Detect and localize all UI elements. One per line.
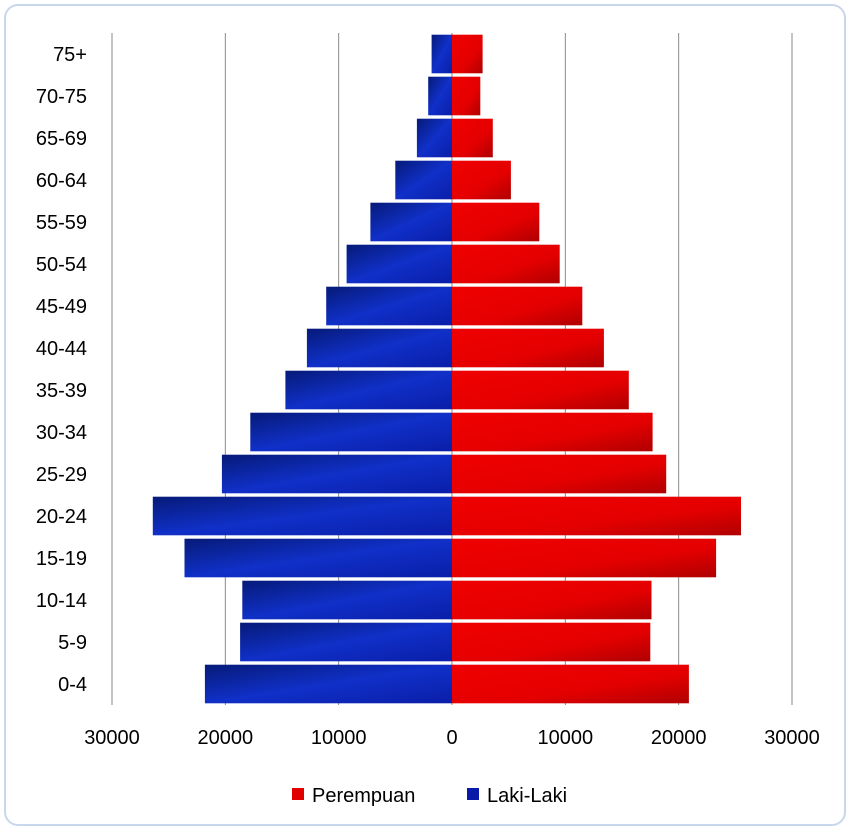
bar-perempuan [452,412,653,452]
bar-laki-laki [184,538,452,578]
legend-label: Perempuan [312,785,415,807]
bar-perempuan [452,580,652,620]
bar-perempuan [452,160,511,200]
legend-label: Laki-Laki [487,785,567,807]
y-tick-label: 35-39 [36,380,87,402]
y-tick-label: 60-64 [36,170,87,192]
bar-perempuan [452,76,481,116]
bar-laki-laki [326,286,452,326]
x-tick-label: 30000 [764,727,820,749]
x-axis-labels: 30000 20000 10000 0 10000 20000 30000 [84,727,820,749]
bar-perempuan [452,538,717,578]
bar-laki-laki [204,664,452,704]
bar-laki-laki [250,412,452,452]
bar-perempuan [452,622,651,662]
y-tick-label: 10-14 [36,590,87,612]
bar-laki-laki [152,496,453,536]
y-tick-label: 30-34 [36,422,87,444]
bar-perempuan [452,286,583,326]
x-tick-label: 30000 [84,727,140,749]
y-tick-label: 45-49 [36,296,87,318]
bar-perempuan [452,244,560,284]
bar-perempuan [452,202,540,242]
legend-swatch [292,788,304,800]
bar-laki-laki [395,160,452,200]
bar-perempuan [452,370,629,410]
y-tick-label: 55-59 [36,212,87,234]
legend: Perempuan Laki-Laki [292,785,567,807]
bar-laki-laki [285,370,452,410]
bars [152,34,741,704]
x-tick-label: 10000 [537,727,593,749]
y-tick-label: 5-9 [58,632,87,654]
x-tick-label: 20000 [651,727,707,749]
bar-laki-laki [428,76,452,116]
y-tick-label: 15-19 [36,548,87,570]
y-tick-label: 25-29 [36,464,87,486]
bar-perempuan [452,454,667,494]
y-tick-label: 50-54 [36,254,87,276]
bar-laki-laki [431,34,452,74]
bar-perempuan [452,664,689,704]
y-axis-labels: 75+ 70-75 65-69 60-64 55-59 50-54 45-49 40-44 35… [36,44,87,696]
bar-laki-laki [240,622,452,662]
bar-perempuan [452,118,493,158]
bar-perempuan [452,34,483,74]
legend-swatch [467,788,479,800]
bar-laki-laki [221,454,452,494]
bar-perempuan [452,496,741,536]
y-tick-label: 75+ [53,44,87,66]
bar-laki-laki [416,118,452,158]
y-tick-label: 65-69 [36,128,87,150]
bar-perempuan [452,328,604,368]
bar-laki-laki [370,202,452,242]
y-tick-label: 70-75 [36,86,87,108]
bar-laki-laki [306,328,452,368]
x-tick-label: 0 [446,727,457,749]
y-tick-label: 20-24 [36,506,87,528]
x-tick-label: 10000 [311,727,367,749]
y-tick-label: 40-44 [36,338,87,360]
bar-laki-laki [242,580,452,620]
x-tick-label: 20000 [197,727,253,749]
bar-laki-laki [346,244,452,284]
y-tick-label: 0-4 [58,674,87,696]
grid-lines [111,33,793,705]
